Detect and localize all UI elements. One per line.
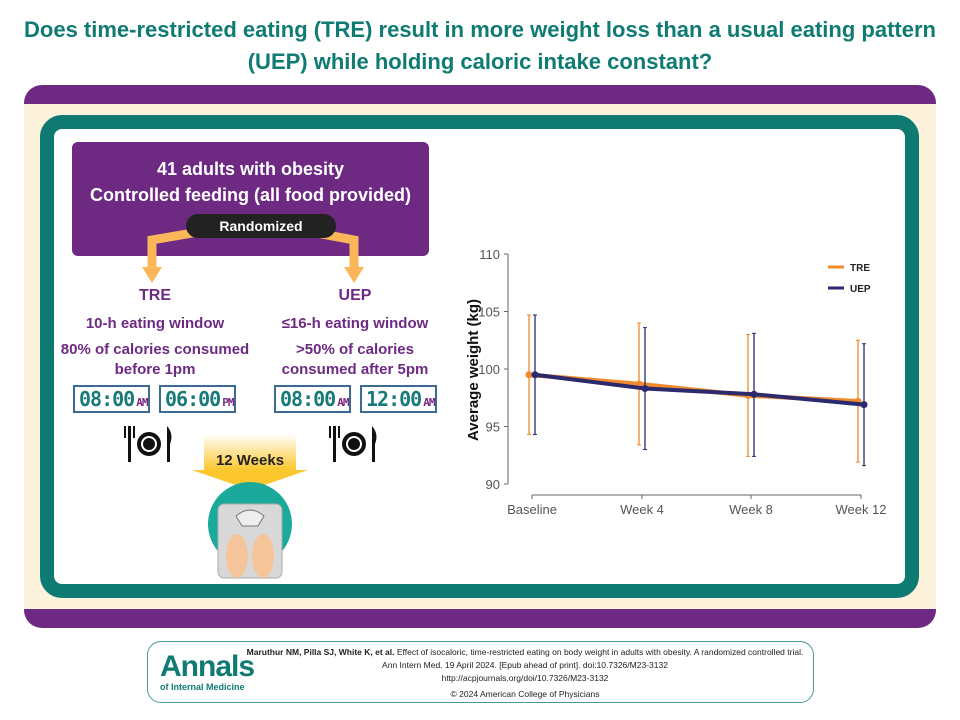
uep-arm: UEP ≤16-h eating window >50% of calories… (260, 286, 450, 380)
tre-window: 10-h eating window (85, 315, 225, 332)
legend: TRE UEP (828, 263, 871, 295)
y-tick-label: 100 (478, 362, 500, 377)
data-point (750, 390, 758, 398)
data-point (641, 385, 649, 393)
clock-ampm: PM (222, 396, 234, 409)
uep-calories: >50% of calories consumed after 5pm (281, 341, 429, 378)
series-line (534, 372, 865, 407)
legend-tre-label: TRE (850, 263, 870, 274)
citation-article: Effect of isocaloric, time-restricted ea… (396, 647, 804, 657)
duration-label: 12 Weeks (215, 452, 285, 469)
clock-time: 08:00 (79, 387, 135, 411)
population-line2: Controlled feeding (all food provided) (90, 185, 411, 205)
clock-ampm: AM (337, 396, 349, 409)
y-tick-label: 90 (486, 477, 500, 492)
uep-label: UEP (338, 287, 372, 304)
y-tick-label: 105 (478, 305, 500, 320)
x-tick-label: Week 4 (620, 502, 664, 517)
x-tick-label: Week 8 (729, 502, 773, 517)
series-uep (531, 314, 868, 467)
y-tick-label: 110 (479, 247, 500, 262)
uep-start-clock: 08:00 AM (274, 385, 351, 413)
legend-uep-label: UEP (850, 284, 871, 295)
x-tick-label: Week 12 (835, 502, 886, 517)
cutlery-icon (124, 426, 172, 462)
cutlery-icon (329, 426, 377, 462)
citation-copyright: © 2024 American College of Physicians (450, 689, 600, 699)
tre-arm: TRE 10-h eating window 80% of calories c… (60, 286, 250, 380)
weigh-scale-illustration (192, 434, 308, 579)
clock-ampm: AM (423, 396, 435, 409)
weight-chart: Average weight (kg) 90 95 100 105 110 Baselin… (465, 247, 887, 517)
tre-start-clock: 08:00 AM (73, 385, 150, 413)
randomized-badge: Randomized (186, 214, 336, 238)
tre-calories: 80% of calories consumed before 1pm (60, 341, 250, 378)
clock-ampm: AM (136, 396, 148, 409)
y-tick-label: 95 (486, 420, 500, 435)
journal-logo: Annals of Internal Medicine (160, 650, 255, 693)
uep-end-clock: 12:00 AM (360, 385, 437, 413)
x-tick-label: Baseline (507, 502, 557, 517)
citation-url[interactable]: http://acpjournals.org/doi/10.7326/M23-3… (441, 673, 609, 683)
data-point (860, 401, 868, 409)
data-point (525, 371, 533, 379)
clock-time: 08:00 (280, 387, 336, 411)
data-point (531, 371, 539, 379)
tre-end-clock: 06:00 PM (159, 385, 236, 413)
logo-main: Annals (160, 650, 255, 683)
population-line1: 41 adults with obesity (156, 159, 345, 179)
uep-window: ≤16-h eating window (281, 315, 429, 332)
page-title: Does time-restricted eating (TRE) result… (24, 17, 936, 74)
logo-sub: of Internal Medicine (160, 682, 245, 692)
citation-authors: Maruthur NM, Pilla SJ, White K, et al. (246, 647, 395, 657)
tre-label: TRE (139, 287, 171, 304)
y-axis-label: Average weight (kg) (465, 299, 482, 441)
clock-time: 12:00 (366, 387, 422, 411)
clock-time: 06:00 (165, 387, 221, 411)
series-tre (525, 314, 862, 463)
citation-box (147, 641, 814, 703)
citation-journal: Ann Intern Med. 19 April 2024. [Epub ahe… (382, 660, 668, 670)
